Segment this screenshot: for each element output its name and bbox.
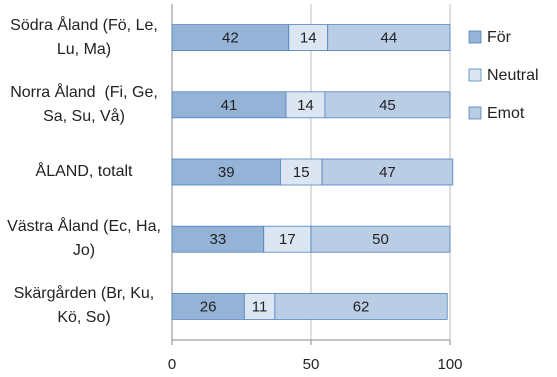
bar-segment (274, 292, 448, 320)
bar-segment (263, 225, 312, 253)
y-tick-label: Skärgården (Br, Ku, Kö, So) (13, 285, 159, 327)
bar-segment (327, 24, 451, 52)
data-label: 44 (380, 30, 397, 47)
data-label: 45 (379, 97, 396, 114)
bar-segment (285, 91, 326, 119)
legend-swatch (468, 68, 482, 82)
data-label: 50 (372, 231, 389, 248)
legend-label: Neutral (487, 67, 539, 84)
legend-swatch (468, 30, 482, 44)
bar-segment (171, 292, 245, 320)
data-label: 14 (300, 30, 317, 47)
bar-segment (243, 292, 276, 320)
data-label: 42 (222, 30, 239, 47)
y-tick-label: Västra Åland (Ec, Ha, Jo) (7, 218, 166, 260)
bar-segment (171, 158, 281, 186)
data-label: 41 (221, 97, 238, 114)
y-tick-label: ÅLAND, totalt (35, 163, 133, 180)
legend-label: För (487, 29, 512, 46)
data-label: 26 (200, 298, 217, 315)
bar-segment (324, 91, 451, 119)
bar-segment (171, 24, 290, 52)
bar-segment (310, 225, 451, 253)
legend-swatch (468, 106, 482, 120)
y-tick-label: Norra Åland (Fi, Ge, Sa, Su, Vå) (10, 83, 163, 125)
data-label: 14 (297, 97, 314, 114)
data-label: 17 (279, 231, 296, 248)
x-tick-label: 50 (303, 356, 320, 373)
x-tick-label: 0 (168, 356, 176, 373)
bar-segment (171, 91, 287, 119)
legend-label: Emot (487, 105, 525, 122)
x-tick-label: 100 (437, 356, 462, 373)
y-tick-label: Södra Åland (Fö, Le, Lu, Ma) (10, 16, 163, 58)
data-label: 62 (353, 298, 370, 315)
data-label: 39 (218, 164, 235, 181)
data-label: 11 (252, 298, 268, 315)
data-label: 47 (379, 164, 396, 181)
data-label: 15 (293, 164, 310, 181)
data-label: 33 (210, 231, 227, 248)
bar-segment (321, 158, 454, 186)
